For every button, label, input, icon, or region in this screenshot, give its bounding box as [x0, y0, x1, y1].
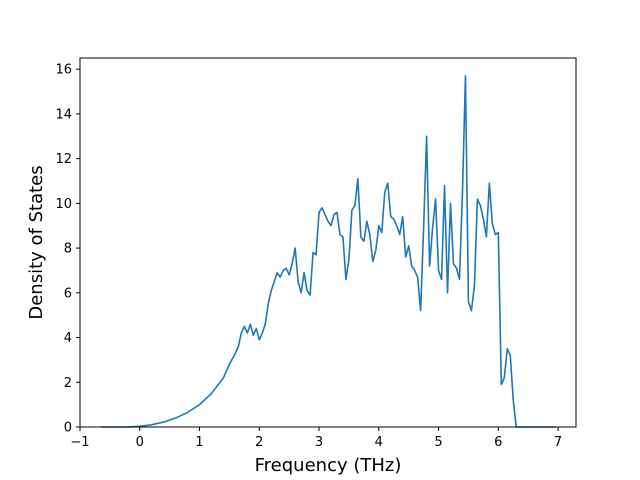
x-tick-label: 2 [255, 435, 263, 450]
x-tick-label: 3 [315, 435, 323, 450]
x-tick-label: −1 [70, 435, 89, 450]
y-tick-label: 2 [64, 376, 72, 391]
y-tick-label: 0 [64, 421, 72, 436]
x-tick-label: 6 [494, 435, 502, 450]
series-line-0 [100, 75, 556, 428]
plot-area [79, 57, 577, 428]
plot-frame [79, 57, 577, 428]
x-tick-label: 0 [136, 435, 144, 450]
x-axis-label: Frequency (THz) [255, 455, 402, 476]
y-axis-label: Density of States [26, 165, 47, 319]
x-tick-label: 7 [554, 435, 562, 450]
x-tick-label: 4 [375, 435, 383, 450]
y-tick-label: 12 [55, 152, 72, 167]
y-tick-label: 6 [64, 286, 72, 301]
y-tick-label: 14 [55, 107, 72, 122]
y-tick-label: 10 [55, 197, 72, 212]
y-tick-label: 8 [64, 242, 72, 257]
x-tick-label: 5 [434, 435, 442, 450]
y-tick-label: 16 [55, 63, 72, 78]
x-tick-label: 1 [195, 435, 203, 450]
y-tick-label: 4 [64, 331, 72, 346]
